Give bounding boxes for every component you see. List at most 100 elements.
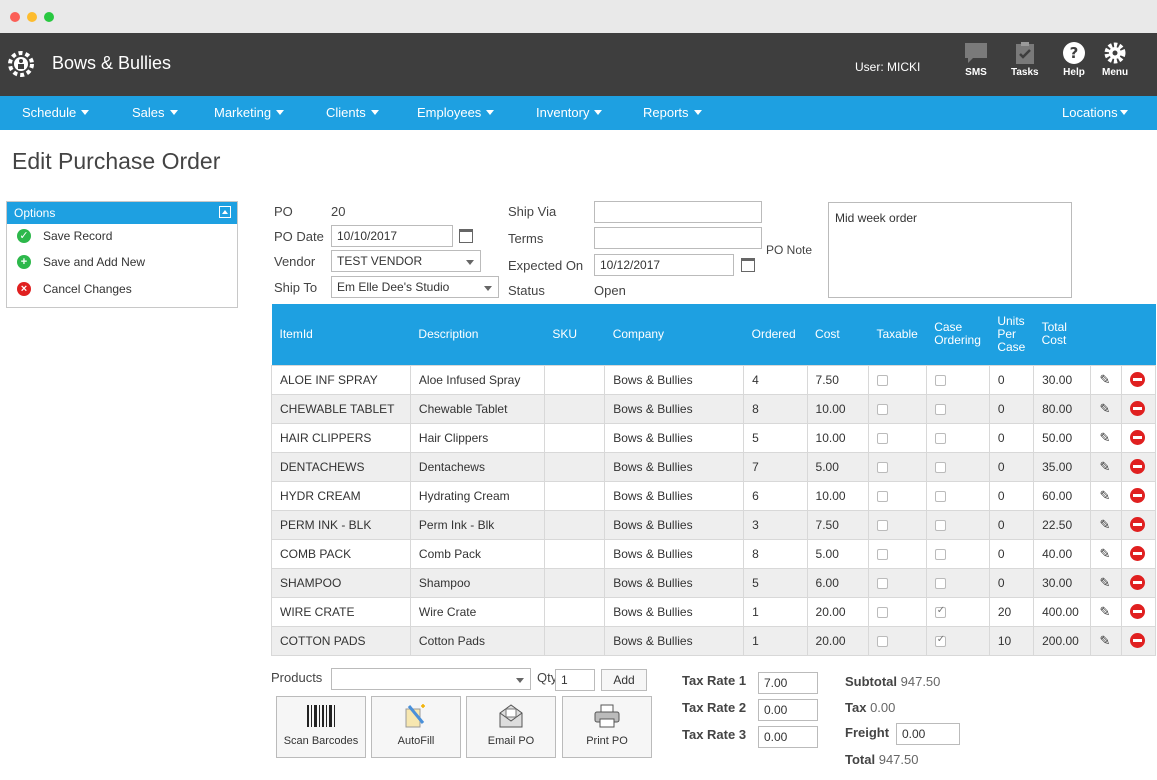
delete-icon[interactable]	[1129, 401, 1145, 417]
freight-input[interactable]: 0.00	[896, 723, 960, 745]
case-ordering-checkbox[interactable]	[934, 605, 946, 618]
taxable-checkbox[interactable]	[876, 548, 888, 560]
sms-button[interactable]: SMS	[963, 41, 989, 78]
expected-on-input[interactable]: 10/12/2017	[594, 254, 734, 276]
col-cost[interactable]: Cost	[807, 304, 869, 365]
col-units-per-case[interactable]: Units Per Case	[989, 304, 1034, 365]
table-row[interactable]: CHEWABLE TABLET Chewable Tablet Bows & Bul…	[271, 393, 1157, 424]
case-ordering-checkbox[interactable]	[934, 374, 946, 386]
case-ordering-checkbox[interactable]	[934, 461, 946, 473]
nav-clients[interactable]: Clients	[326, 105, 379, 120]
taxable-checkbox[interactable]	[876, 432, 888, 444]
email-po-button[interactable]: Email PO	[466, 696, 556, 758]
case-ordering-checkbox[interactable]	[934, 403, 946, 415]
case-ordering-checkbox[interactable]	[934, 634, 946, 647]
table-row[interactable]: PERM INK - BLK Perm Ink - Blk Bows & Bulli…	[271, 509, 1157, 540]
scan-barcodes-button[interactable]: Scan Barcodes	[276, 696, 366, 758]
collapse-icon[interactable]	[219, 206, 231, 218]
pencil-icon[interactable]: ✎	[1099, 487, 1111, 503]
taxable-checkbox[interactable]	[876, 635, 888, 647]
print-po-button[interactable]: Print PO	[562, 696, 652, 758]
nav-inventory[interactable]: Inventory	[536, 105, 603, 120]
nav-sales[interactable]: Sales	[132, 105, 178, 120]
delete-icon[interactable]	[1129, 372, 1145, 388]
terms-input[interactable]	[594, 227, 762, 249]
table-row[interactable]: HAIR CLIPPERS Hair Clippers Bows & Bullies…	[271, 422, 1157, 453]
tasks-button[interactable]: Tasks	[1011, 41, 1039, 78]
delete-icon[interactable]	[1129, 633, 1145, 649]
delete-icon[interactable]	[1129, 430, 1145, 446]
col-company[interactable]: Company	[604, 304, 744, 365]
table-row[interactable]: WIRE CRATE Wire Crate Bows & Bullies 1 20.00…	[271, 596, 1157, 627]
pencil-icon[interactable]: ✎	[1099, 516, 1111, 532]
table-row[interactable]: HYDR CREAM Hydrating Cream Bows & Bullies 6…	[271, 480, 1157, 511]
table-row[interactable]: COMB PACK Comb Pack Bows & Bullies 8 5.00 0 40…	[271, 538, 1157, 569]
col-total-cost[interactable]: Total Cost	[1033, 304, 1091, 365]
cell-company: Bows & Bullies	[604, 393, 745, 424]
po-note-textarea[interactable]: Mid week order	[828, 202, 1072, 298]
ship-via-input[interactable]	[594, 201, 762, 223]
delete-icon[interactable]	[1129, 488, 1145, 504]
maximize-window-icon[interactable]	[44, 12, 54, 22]
taxable-checkbox[interactable]	[876, 577, 888, 589]
pencil-icon[interactable]: ✎	[1099, 458, 1111, 474]
calendar-icon[interactable]	[459, 229, 473, 243]
table-row[interactable]: SHAMPOO Shampoo Bows & Bullies 5 6.00 0 30.00 ✎	[271, 567, 1157, 598]
tax-rate-1-input[interactable]: 7.00	[758, 672, 818, 694]
help-button[interactable]: ? Help	[1062, 41, 1086, 78]
pencil-icon[interactable]: ✎	[1099, 371, 1111, 387]
delete-icon[interactable]	[1129, 604, 1145, 620]
pencil-icon[interactable]: ✎	[1099, 603, 1111, 619]
calendar-icon[interactable]	[741, 258, 755, 272]
case-ordering-checkbox[interactable]	[934, 519, 946, 531]
delete-icon[interactable]	[1129, 575, 1145, 591]
taxable-checkbox[interactable]	[876, 461, 888, 473]
pencil-icon[interactable]: ✎	[1099, 545, 1111, 561]
nav-marketing[interactable]: Marketing	[214, 105, 285, 120]
col-itemid[interactable]: ItemId	[271, 304, 411, 365]
table-row[interactable]: DENTACHEWS Dentachews Bows & Bullies 7 5.00 0…	[271, 451, 1157, 482]
table-row[interactable]: COTTON PADS Cotton Pads Bows & Bullies 1 20.…	[271, 625, 1157, 656]
case-ordering-checkbox[interactable]	[934, 432, 946, 444]
pencil-icon[interactable]: ✎	[1099, 632, 1111, 648]
col-sku[interactable]: SKU	[544, 304, 605, 365]
taxable-checkbox[interactable]	[876, 519, 888, 531]
save-record-button[interactable]: ✓ Save Record	[7, 224, 237, 250]
pencil-icon[interactable]: ✎	[1099, 400, 1111, 416]
delete-icon[interactable]	[1129, 459, 1145, 475]
save-and-add-new-button[interactable]: + Save and Add New	[7, 250, 237, 277]
nav-locations[interactable]: Locations	[1062, 105, 1128, 120]
taxable-checkbox[interactable]	[876, 606, 888, 618]
close-window-icon[interactable]	[10, 12, 20, 22]
ship-to-select[interactable]: Em Elle Dee's Studio	[331, 276, 499, 298]
autofill-button[interactable]: AutoFill	[371, 696, 461, 758]
col-taxable[interactable]: Taxable	[868, 304, 927, 365]
pencil-icon[interactable]: ✎	[1099, 574, 1111, 590]
minimize-window-icon[interactable]	[27, 12, 37, 22]
taxable-checkbox[interactable]	[876, 374, 888, 386]
vendor-select[interactable]: TEST VENDOR	[331, 250, 481, 272]
tax-rate-2-input[interactable]: 0.00	[758, 699, 818, 721]
delete-icon[interactable]	[1129, 517, 1145, 533]
nav-schedule[interactable]: Schedule	[22, 105, 90, 120]
delete-icon[interactable]	[1129, 546, 1145, 562]
pencil-icon[interactable]: ✎	[1099, 429, 1111, 445]
col-case-ordering[interactable]: Case Ordering	[926, 304, 990, 365]
menu-button[interactable]: Menu	[1102, 41, 1128, 78]
add-button[interactable]: Add	[601, 669, 647, 691]
case-ordering-checkbox[interactable]	[934, 490, 946, 502]
nav-employees[interactable]: Employees	[417, 105, 495, 120]
qty-input[interactable]: 1	[555, 669, 595, 691]
case-ordering-checkbox[interactable]	[934, 548, 946, 560]
tax-rate-3-input[interactable]: 0.00	[758, 726, 818, 748]
po-date-input[interactable]: 10/10/2017	[331, 225, 453, 247]
products-select[interactable]	[331, 668, 531, 690]
case-ordering-checkbox[interactable]	[934, 577, 946, 589]
col-ordered[interactable]: Ordered	[743, 304, 808, 365]
taxable-checkbox[interactable]	[876, 490, 888, 502]
taxable-checkbox[interactable]	[876, 403, 888, 415]
col-description[interactable]: Description	[410, 304, 545, 365]
nav-reports[interactable]: Reports	[643, 105, 702, 120]
cancel-changes-button[interactable]: × Cancel Changes	[7, 277, 237, 303]
table-row[interactable]: ALOE INF SPRAY Aloe Infused Spray Bows & B…	[271, 364, 1157, 395]
